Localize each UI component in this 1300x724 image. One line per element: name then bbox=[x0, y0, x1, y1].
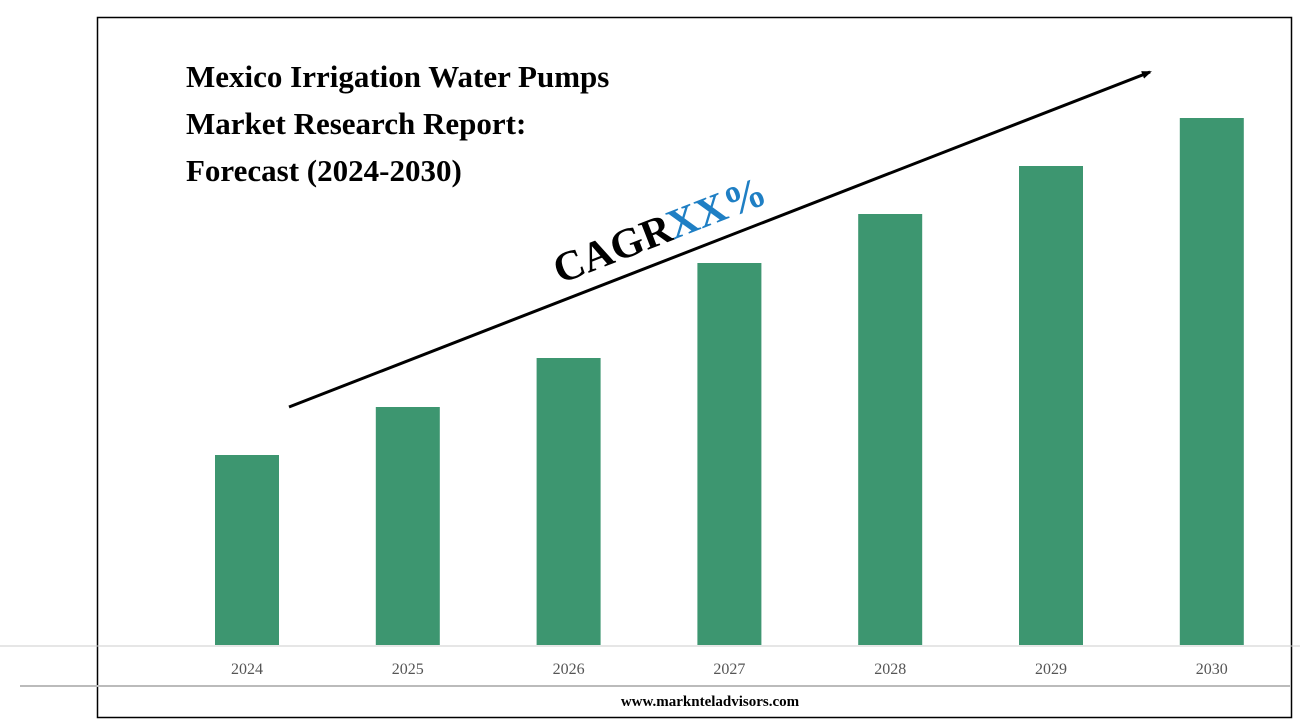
x-tick-label: 2025 bbox=[392, 661, 424, 678]
frame bbox=[96, 16, 1293, 719]
x-tick-label: 2030 bbox=[1196, 661, 1228, 678]
title: Mexico Irrigation Water Pumps Market Rese… bbox=[186, 59, 609, 188]
title-line: Mexico Irrigation Water Pumps bbox=[186, 59, 609, 94]
x-tick-label: 2027 bbox=[713, 661, 745, 678]
bar bbox=[697, 263, 762, 645]
bar bbox=[1179, 118, 1244, 645]
title-line: Market Research Report: bbox=[186, 106, 526, 141]
x-tick-label: 2029 bbox=[1035, 661, 1067, 678]
footer: www.marknteladvisors.com bbox=[621, 694, 800, 710]
x-tick-label: 2026 bbox=[553, 661, 585, 678]
x-tick-label: 2028 bbox=[874, 661, 906, 678]
title-line: Forecast (2024-2030) bbox=[186, 153, 462, 188]
bar bbox=[536, 358, 601, 645]
x-tick-label: 2024 bbox=[231, 661, 263, 678]
bar bbox=[1019, 166, 1083, 645]
bar bbox=[375, 407, 440, 645]
trend-arrow bbox=[288, 70, 1152, 409]
bar bbox=[858, 214, 923, 645]
bar bbox=[215, 455, 279, 645]
